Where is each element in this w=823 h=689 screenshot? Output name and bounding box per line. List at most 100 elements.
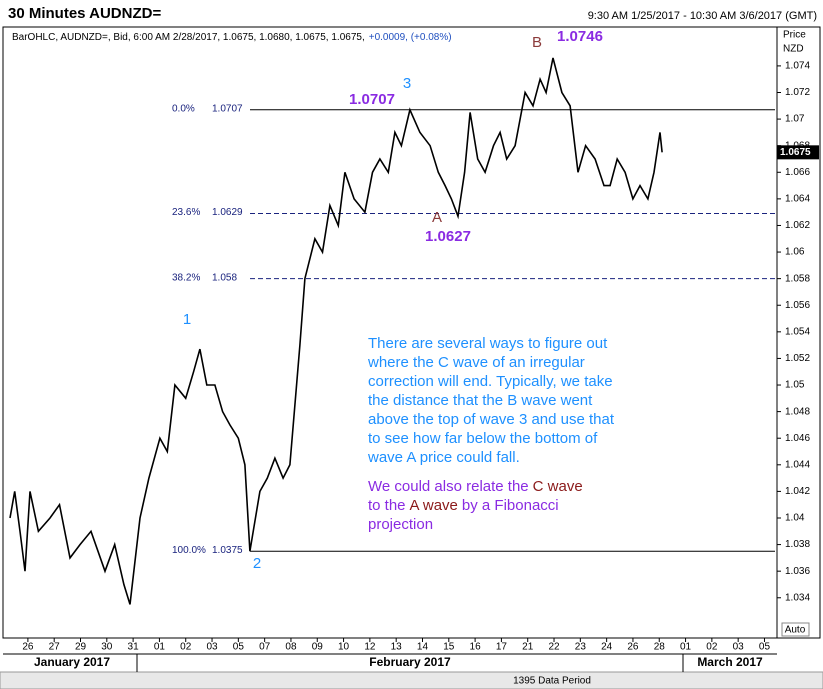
- note-line: There are several ways to figure out: [368, 335, 608, 352]
- x-tick-label: 14: [417, 642, 429, 653]
- y-tick-label: 1.06: [785, 247, 805, 258]
- note-line: the distance that the B wave went: [368, 392, 593, 409]
- note-segment: to the: [368, 497, 406, 514]
- month-label: March 2017: [697, 655, 763, 669]
- scale-mode[interactable]: Auto: [785, 625, 806, 636]
- plot-frame: [2, 26, 821, 639]
- month-label: February 2017: [369, 655, 451, 669]
- wave-label: 1: [183, 311, 191, 328]
- x-tick-label: 08: [285, 642, 297, 653]
- y-tick-label: 1.066: [785, 167, 810, 178]
- x-tick-label: 09: [312, 642, 324, 653]
- last-price-label: 1.0675: [780, 147, 811, 158]
- wave-label: 2: [253, 555, 261, 572]
- y-tick-label: 1.058: [785, 273, 810, 284]
- x-tick-label: 13: [391, 642, 403, 653]
- status-bar: [0, 671, 823, 689]
- y-tick-label: 1.05: [785, 380, 805, 391]
- note-segment: C wave: [532, 478, 583, 495]
- chart-title: 30 Minutes AUDNZD=: [8, 5, 161, 22]
- x-tick-label: 02: [180, 642, 192, 653]
- x-tick-label: 03: [733, 642, 745, 653]
- fib-price: 1.058: [212, 272, 237, 283]
- x-tick-label: 07: [259, 642, 271, 653]
- x-tick-label: 02: [706, 642, 718, 653]
- month-label: January 2017: [34, 655, 110, 669]
- legend-change: +0.0009, (+0.08%): [369, 32, 452, 43]
- note-line: wave A price could fall.: [368, 449, 520, 466]
- note-line: above the top of wave 3 and use that: [368, 411, 615, 428]
- wave-label: B: [532, 34, 542, 51]
- wave-price: 1.0707: [349, 91, 395, 108]
- note-line: projection: [368, 515, 587, 534]
- note-segment: We could also relate the: [368, 478, 529, 495]
- x-tick-label: 01: [680, 642, 692, 653]
- note-segment: by a Fibonacci: [461, 497, 559, 514]
- y-tick-label: 1.04: [785, 513, 805, 524]
- y-tick-label: 1.054: [785, 326, 810, 337]
- x-tick-label: 26: [627, 642, 639, 653]
- y-tick-label: 1.056: [785, 300, 810, 311]
- x-tick-label: 30: [101, 642, 113, 653]
- note: There are several ways to figure out wher…: [368, 334, 614, 467]
- x-tick-label: 01: [154, 642, 166, 653]
- x-tick-label: 16: [470, 642, 482, 653]
- note-2: We could also relate the C wave to the A wa…: [368, 477, 587, 534]
- status-text: 1395 Data Period: [513, 676, 591, 687]
- x-tick-label: 24: [601, 642, 613, 653]
- note-line: to see how far below the bottom of: [368, 430, 598, 447]
- y-tick-label: 1.062: [785, 220, 810, 231]
- note-line: correction will end. Typically, we take: [368, 373, 613, 390]
- x-tick-label: 10: [338, 642, 350, 653]
- legend-text: BarOHLC, AUDNZD=, Bid, 6:00 AM 2/28/2017…: [12, 32, 452, 43]
- y-tick-label: 1.044: [785, 459, 810, 470]
- y-tick-label: 1.036: [785, 566, 810, 577]
- wave-price: 1.0627: [425, 228, 471, 245]
- last-price-box: [777, 145, 819, 160]
- y-tick-label: 1.064: [785, 194, 810, 205]
- y-tick-label: 1.048: [785, 406, 810, 417]
- note-line: where the C wave of an irregular: [368, 354, 585, 371]
- note-segment: projection: [368, 516, 434, 533]
- scale-mode-box[interactable]: [781, 622, 810, 637]
- fib-price: 1.0707: [212, 103, 243, 114]
- y-tick-label: 1.052: [785, 353, 810, 364]
- x-tick-label: 26: [22, 642, 34, 653]
- wave-label: 3: [403, 75, 411, 92]
- y-tick-label: 1.038: [785, 539, 810, 550]
- note-line: to the A wave by a Fibonacci: [368, 496, 587, 515]
- x-tick-label: 03: [206, 642, 218, 653]
- x-tick-label: 05: [759, 642, 771, 653]
- y-tick-label: 1.042: [785, 486, 810, 497]
- wave-label: A: [432, 209, 442, 226]
- fib-percent: 100.0%: [172, 545, 206, 556]
- fib-price: 1.0629: [212, 207, 243, 218]
- x-tick-label: 23: [575, 642, 587, 653]
- y-tick-label: 1.072: [785, 87, 810, 98]
- x-tick-label: 29: [75, 642, 87, 653]
- fib-percent: 38.2%: [172, 272, 200, 283]
- x-tick-label: 21: [522, 642, 534, 653]
- date-range: 9:30 AM 1/25/2017 - 10:30 AM 3/6/2017 (G…: [588, 10, 817, 22]
- price-line: [9, 57, 663, 605]
- y-axis-unit: NZD: [783, 44, 804, 55]
- y-tick-label: 1.046: [785, 433, 810, 444]
- legend-values: BarOHLC, AUDNZD=, Bid, 6:00 AM 2/28/2017…: [12, 32, 365, 43]
- x-tick-label: 28: [654, 642, 666, 653]
- fib-percent: 0.0%: [172, 103, 195, 114]
- x-tick-label: 17: [496, 642, 508, 653]
- y-axis-label: Price: [783, 30, 806, 41]
- note-line: We could also relate the C wave: [368, 477, 587, 496]
- x-tick-label: 27: [49, 642, 61, 653]
- note-segment: A wave: [409, 497, 458, 514]
- fib-price: 1.0375: [212, 545, 243, 556]
- x-tick-label: 05: [233, 642, 245, 653]
- x-tick-label: 31: [128, 642, 140, 653]
- y-tick-label: 1.074: [785, 61, 810, 72]
- fib-percent: 23.6%: [172, 207, 200, 218]
- y-tick-label: 1.034: [785, 592, 810, 603]
- x-tick-label: 15: [443, 642, 455, 653]
- x-tick-label: 12: [364, 642, 376, 653]
